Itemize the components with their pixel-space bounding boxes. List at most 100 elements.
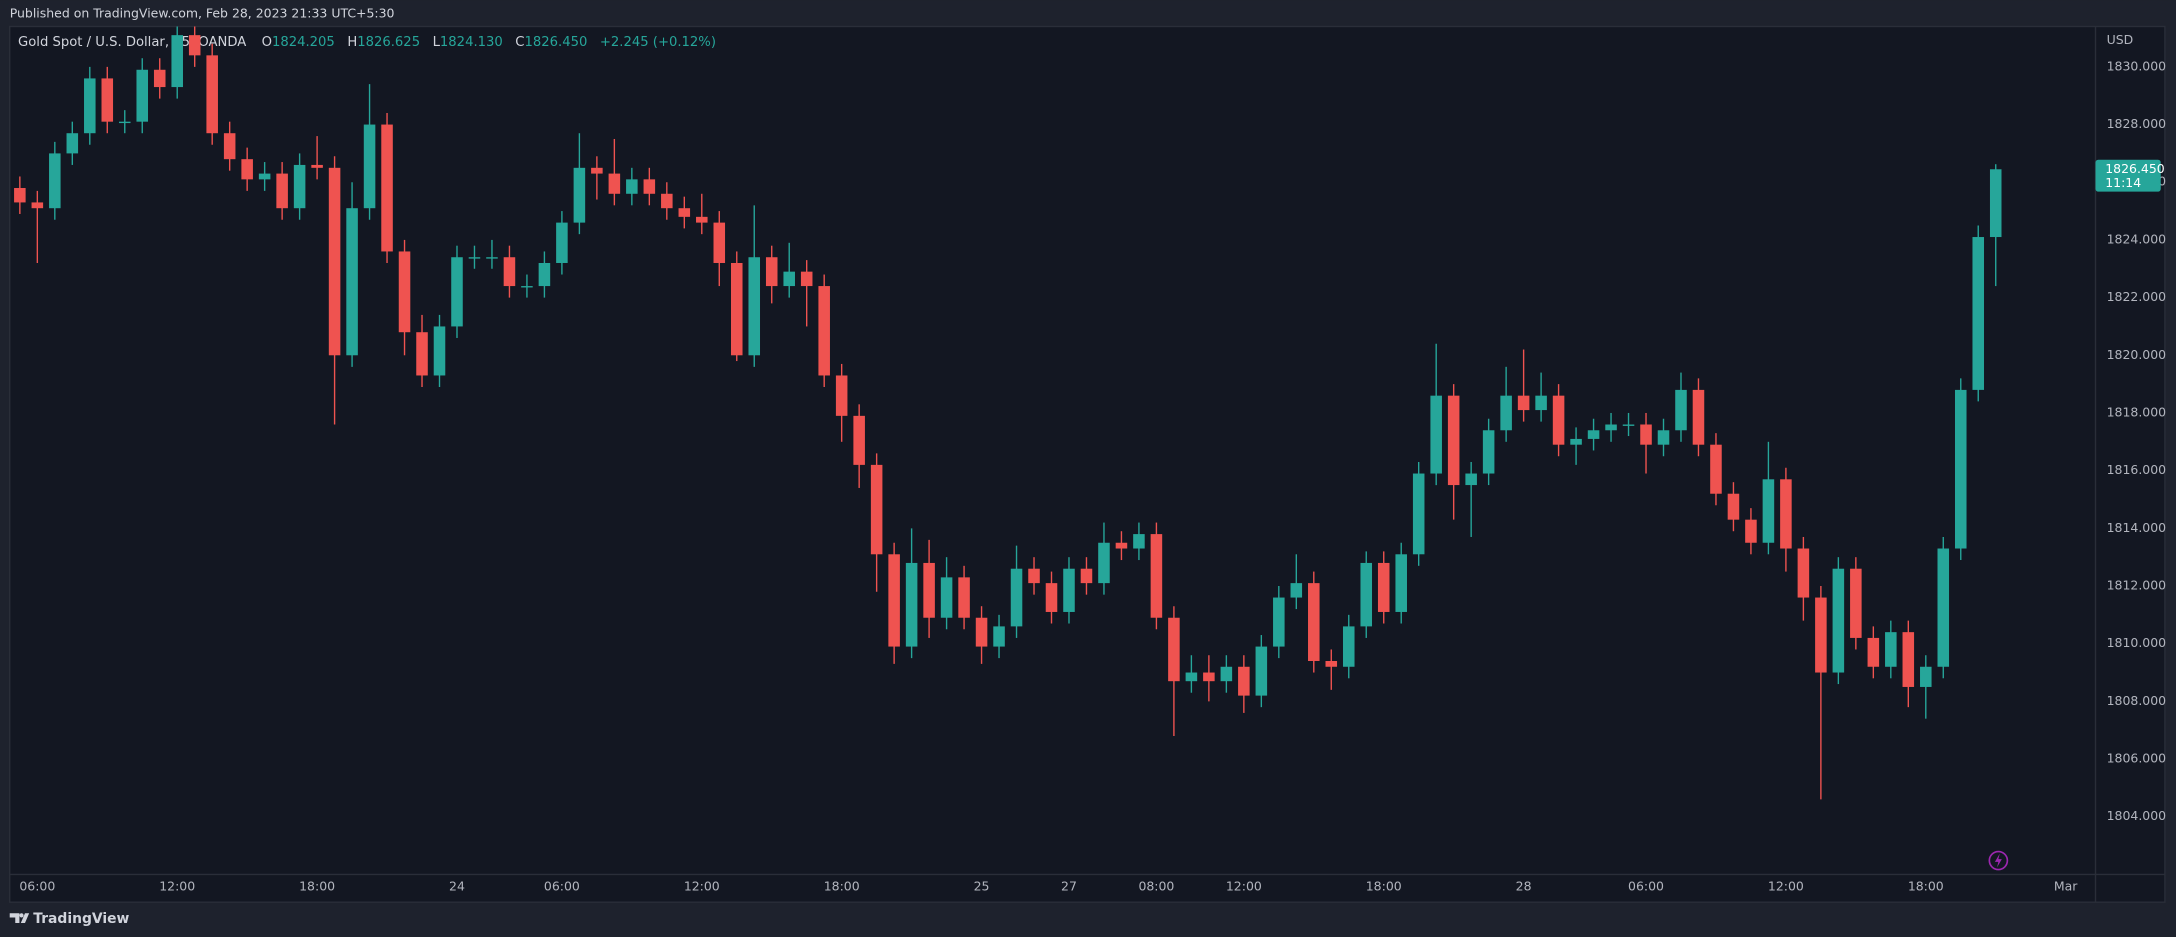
candle-body	[416, 332, 428, 376]
candle-body	[1657, 430, 1670, 445]
change-value: +2.245 (+0.12%)	[600, 35, 716, 50]
candle-body	[1080, 568, 1093, 584]
last-price: 1826.450	[2105, 161, 2165, 176]
last-price-badge: 1826.450 11:14	[2095, 159, 2165, 192]
candle-body	[153, 69, 166, 88]
currency-label: USD	[2107, 32, 2134, 47]
tradingview-logo[interactable]: TradingView	[9, 911, 130, 927]
lightning-circle[interactable]	[1988, 850, 2009, 871]
y-tick-label: 1812.000	[2107, 578, 2167, 593]
candle-body	[1325, 660, 1338, 667]
candle-body	[293, 164, 306, 209]
candle-body	[1028, 568, 1040, 584]
candle-body	[1745, 519, 1757, 543]
candle-body	[1150, 534, 1163, 618]
y-tick-label: 1814.000	[2107, 520, 2167, 535]
published-note: Published on TradingView.com, Feb 28, 20…	[10, 6, 395, 21]
candle-body	[888, 554, 900, 647]
lightning-bolt[interactable]	[1994, 853, 2002, 868]
candle-body	[958, 577, 970, 618]
x-tick-label: 06:00	[544, 878, 580, 893]
x-tick-label: 12:00	[684, 878, 720, 893]
candle-body	[31, 202, 44, 209]
y-tick-label: 1820.000	[2107, 347, 2167, 362]
candle-body	[748, 257, 761, 356]
candle-body	[49, 153, 61, 209]
x-tick-label: 06:00	[19, 878, 55, 893]
candle-body	[468, 257, 481, 259]
x-tick-label: 27	[1061, 878, 1077, 893]
candle-body	[626, 179, 638, 194]
candle-body	[1640, 424, 1652, 445]
candle-body	[1867, 637, 1880, 667]
candle-body	[1395, 554, 1407, 612]
candle-body	[853, 415, 865, 465]
candle-body	[346, 208, 358, 356]
candle-body	[1570, 438, 1582, 445]
candle-body	[1203, 672, 1215, 682]
y-tick-label: 1822.000	[2107, 289, 2167, 304]
candle-body	[835, 375, 848, 416]
open-key: O	[262, 35, 272, 50]
candle-body	[975, 617, 988, 647]
candle-body	[1098, 542, 1110, 584]
candle-body	[258, 173, 271, 180]
last-price-box	[2095, 159, 2161, 192]
candle-body	[643, 179, 656, 194]
lightning-icon[interactable]	[1988, 850, 2009, 871]
candle-body	[1815, 597, 1827, 673]
candle-body	[800, 271, 813, 287]
candle-body	[188, 35, 201, 56]
logo-dot[interactable]	[19, 913, 24, 918]
candle-body	[1168, 617, 1180, 682]
candle-body	[451, 257, 463, 327]
close-key: C	[515, 35, 524, 50]
candle-body	[1972, 237, 1985, 390]
candle-body	[66, 133, 79, 154]
logo-text[interactable]: TradingView	[33, 911, 129, 927]
candle-body	[1850, 568, 1862, 638]
candle-body	[1552, 395, 1565, 445]
candle-body	[1517, 395, 1530, 411]
candle-body	[1605, 424, 1617, 431]
candle-body	[1902, 632, 1915, 687]
y-tick-label: 1808.000	[2107, 693, 2167, 708]
candle-body	[678, 208, 691, 217]
candle-body	[1920, 666, 1932, 687]
candle-body	[171, 35, 183, 88]
candle-body	[538, 262, 551, 287]
candle-body	[1989, 169, 2002, 238]
candle-body	[1832, 568, 1845, 673]
logo-mark[interactable]	[9, 913, 30, 923]
candle-body	[118, 121, 131, 124]
candle-body	[1447, 395, 1460, 486]
candle-body	[311, 164, 323, 168]
candle-body	[1500, 395, 1512, 431]
x-tick-label: 12:00	[159, 878, 195, 893]
candle-body	[1675, 389, 1687, 431]
candle-body	[1377, 562, 1390, 612]
candle-body	[1885, 632, 1897, 667]
candle-body	[206, 55, 218, 134]
candle-body	[1290, 583, 1303, 598]
y-tick-label: 1810.000	[2107, 635, 2167, 650]
x-tick-label: 12:00	[1768, 878, 1804, 893]
candle-body	[870, 464, 883, 555]
x-tick-label: 28	[1516, 878, 1532, 893]
candle-body	[398, 251, 411, 333]
candle-body	[276, 173, 288, 209]
candle-body	[661, 193, 673, 209]
candle-body	[1535, 395, 1547, 411]
candle-body	[591, 167, 603, 174]
x-tick-label: 25	[974, 878, 990, 893]
candle-body	[1692, 389, 1705, 445]
candle-body	[486, 257, 498, 259]
candle-body	[1255, 646, 1268, 696]
candle-body	[783, 271, 795, 287]
candle-body	[363, 124, 376, 209]
candle-body	[1780, 479, 1792, 549]
candle-body	[1727, 493, 1740, 520]
candle-body	[1045, 583, 1058, 612]
chart-background	[9, 26, 2165, 903]
candle-body	[1465, 473, 1477, 486]
